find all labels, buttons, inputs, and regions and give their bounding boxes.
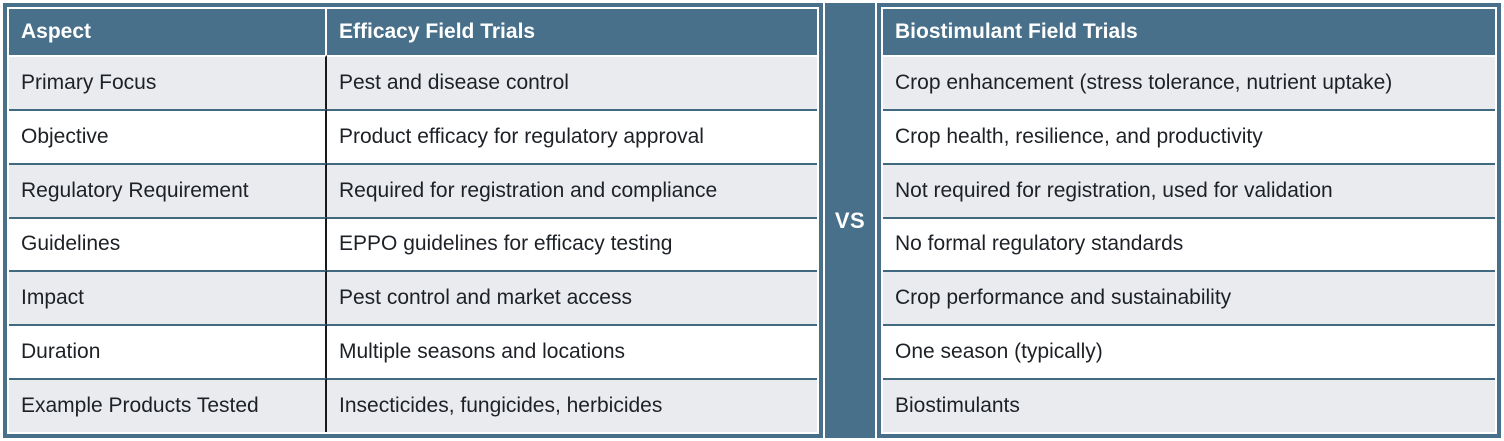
biostimulant-cell: Crop performance and sustainability [883,270,1495,325]
comparison-row: Impact Pest control and market access [9,270,817,325]
aspect-cell: Example Products Tested [9,378,327,432]
comparison-row: Example Products Tested Insecticides, fu… [9,378,817,432]
comparison-row: Regulatory Requirement Required for regi… [9,162,817,217]
aspect-cell: Guidelines [9,216,327,271]
biostimulant-table: Biostimulant Field Trials Crop enhanceme… [877,3,1501,438]
comparison-row: Objective Product efficacy for regulator… [9,108,817,163]
aspect-cell: Duration [9,324,327,379]
efficacy-table: Aspect Efficacy Field Trials Primary Foc… [3,3,823,438]
efficacy-cell: Pest and disease control [327,55,817,109]
comparison-row: Crop enhancement (stress tolerance, nutr… [883,55,1495,109]
comparison-row: No formal regulatory standards [883,216,1495,271]
biostimulant-cell: No formal regulatory standards [883,216,1495,271]
efficacy-table-grid: Aspect Efficacy Field Trials Primary Foc… [9,9,817,432]
aspect-column-header: Aspect [9,9,327,55]
efficacy-cell: Insecticides, fungicides, herbicides [327,378,817,432]
vs-divider: VS [825,3,875,438]
header-row: Aspect Efficacy Field Trials [9,9,817,55]
aspect-cell: Objective [9,108,327,163]
aspect-cell: Primary Focus [9,55,327,109]
aspect-cell: Impact [9,270,327,325]
biostimulant-column-header: Biostimulant Field Trials [883,9,1495,55]
efficacy-cell: Pest control and market access [327,270,817,325]
biostimulant-cell: Biostimulants [883,378,1495,432]
efficacy-cell: EPPO guidelines for efficacy testing [327,216,817,271]
efficacy-column-header: Efficacy Field Trials [327,9,817,55]
header-row: Biostimulant Field Trials [883,9,1495,55]
comparison-row: Crop performance and sustainability [883,270,1495,325]
efficacy-cell: Required for registration and compliance [327,162,817,217]
comparison-row: Not required for registration, used for … [883,162,1495,217]
comparison-row: Biostimulants [883,378,1495,432]
comparison-row: Primary Focus Pest and disease control [9,55,817,109]
comparison-row: One season (typically) [883,324,1495,379]
comparison-row: Guidelines EPPO guidelines for efficacy … [9,216,817,271]
biostimulant-cell: One season (typically) [883,324,1495,379]
biostimulant-cell: Not required for registration, used for … [883,162,1495,217]
biostimulant-cell: Crop health, resilience, and productivit… [883,108,1495,163]
biostimulant-table-grid: Biostimulant Field Trials Crop enhanceme… [883,9,1495,432]
comparison-row: Duration Multiple seasons and locations [9,324,817,379]
vs-label: VS [834,207,866,233]
efficacy-cell: Product efficacy for regulatory approval [327,108,817,163]
efficacy-cell: Multiple seasons and locations [327,324,817,379]
comparison-row: Crop health, resilience, and productivit… [883,108,1495,163]
biostimulant-cell: Crop enhancement (stress tolerance, nutr… [883,55,1495,109]
aspect-cell: Regulatory Requirement [9,162,327,217]
